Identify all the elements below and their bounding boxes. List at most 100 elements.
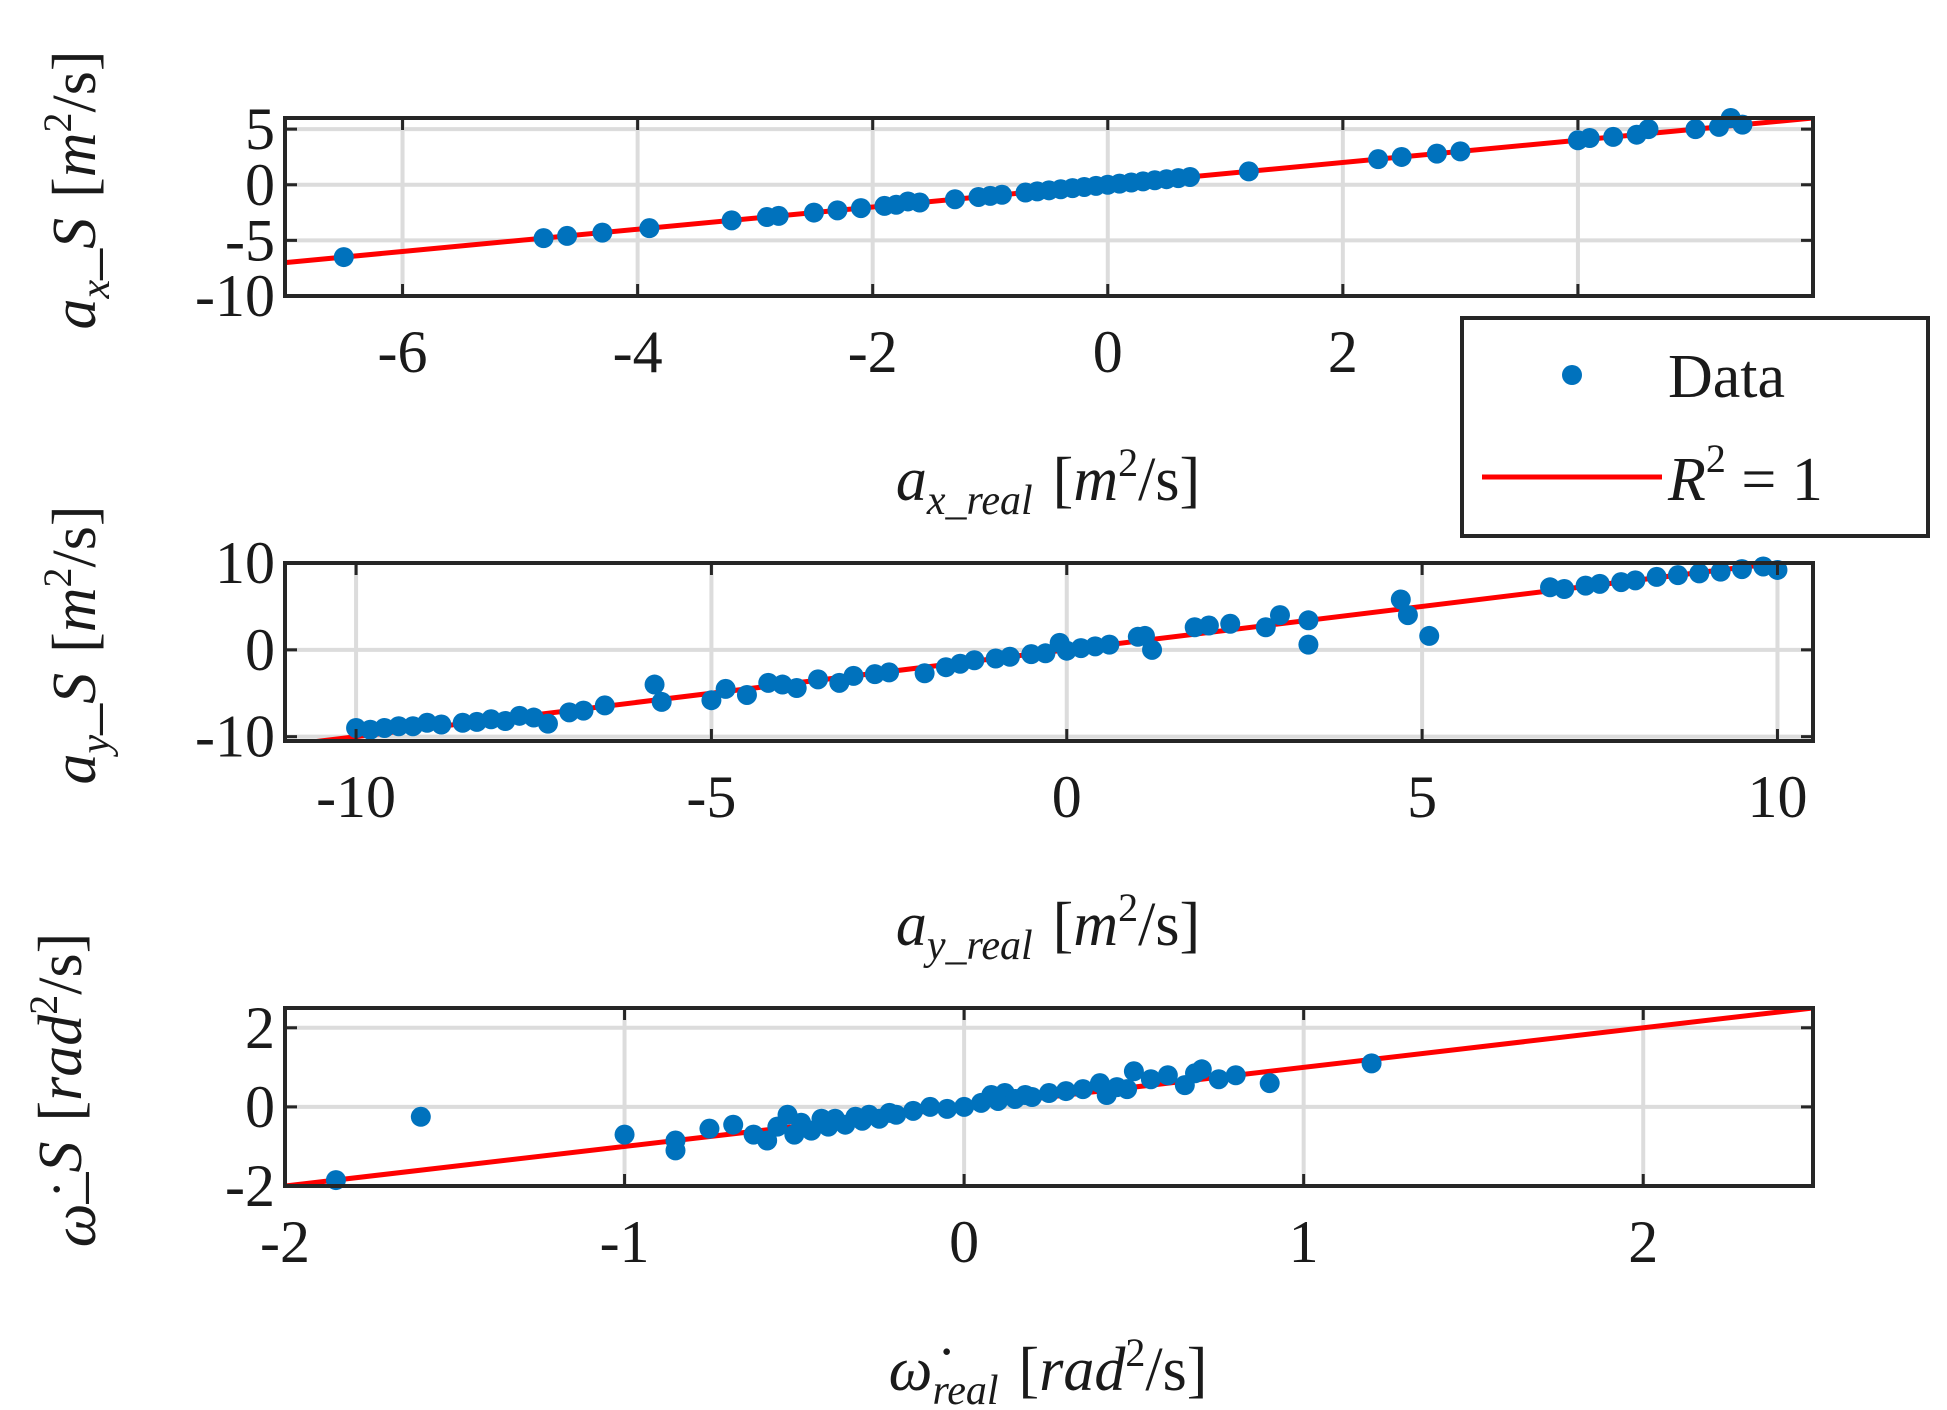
data-point [803,202,824,223]
scatter-ax [333,108,1753,268]
legend: Data R2 = 1 [1460,316,1930,538]
legend-fit-label-exp: 2 [1706,436,1726,481]
y-tick-label: -2 [225,1153,275,1219]
data-point [1157,1065,1178,1086]
data-point [1554,579,1575,600]
data-point [1685,119,1706,140]
legend-data-marker [1562,365,1582,385]
y-tick-label: 0 [245,1074,275,1140]
data-point [651,691,672,712]
xlabel-omega-unit-open: [ [1019,1336,1040,1404]
data-point [1255,617,1276,638]
x-tick-label: 10 [1747,764,1807,830]
axes-frame-omega [283,1006,1815,1188]
data-point [1072,1079,1093,1100]
xlabel-ay-unit-exp: 2 [1118,885,1138,930]
xlabel-ax-unit-open: [ [1053,446,1074,514]
scatter-ay [346,556,1788,740]
data-point [333,247,354,268]
data-point [557,225,578,246]
ylabel-omega-unit-exp: 2 [21,995,66,1015]
data-point [999,646,1020,667]
data-point [886,1104,907,1125]
data-point [1646,566,1667,587]
yticks-omega: -2 0 2 [225,995,275,1219]
xlabel-ax-unit-rest: /s] [1138,446,1200,514]
y-tick-label: -5 [225,207,275,273]
data-point [573,700,594,721]
xticks-omega: -2 -1 0 1 2 [260,1209,1658,1275]
data-point [1298,634,1319,655]
x-tick-label: -1 [600,1209,650,1275]
data-point [1625,570,1646,591]
legend-fit-label-base: R [1667,446,1706,514]
ylabel-ay: ay_S [m2/s] [35,505,119,784]
data-point [827,200,848,221]
x-tick-label: 0 [1052,764,1082,830]
data-point [1191,1059,1212,1080]
data-point [699,1118,720,1139]
ylabel-ax-suffix: _S [41,218,109,281]
x-tick-label: -2 [260,1209,310,1275]
ylabel-ay-suffix: _S [41,673,109,736]
data-point [757,1130,778,1151]
data-point [1035,643,1056,664]
ylabel-ay-unit-exp: 2 [35,567,80,587]
data-point [1603,126,1624,147]
xlabel-ay: ay_real [m2/s] [896,885,1200,969]
data-point [614,1124,635,1145]
data-point [903,1100,924,1121]
data-point [1638,119,1659,140]
data-point [1180,166,1201,187]
yticks-ay: -10 0 10 [195,530,275,770]
ylabel-omega-unit-sym: rad [27,1014,95,1101]
data-point [1298,610,1319,631]
data-point [1391,146,1412,167]
axes-frame-ax [283,116,1815,298]
ylabel-ay-unit-open: [ [41,632,109,653]
data-point [1579,128,1600,149]
data-point [1269,605,1290,626]
x-tick-label: 5 [1407,764,1437,830]
xlabel-ax-unit-exp: 2 [1118,440,1138,485]
data-point [736,684,757,705]
y-tick-label: 0 [245,617,275,683]
xlabel-omega-unit-exp: 2 [1125,1330,1145,1375]
ylabel-ax-unit-rest: /s] [41,50,109,112]
data-point [594,695,615,716]
data-point [1039,1083,1059,1104]
data-point [701,690,722,711]
data-point [1689,563,1710,584]
axes-box [283,1006,1815,1188]
xlabel-ay-sym: a [896,891,927,959]
xlabel-ay-unit-sym: m [1073,891,1118,959]
xlabel-omega-unit-rest: /s] [1145,1336,1207,1404]
xlabel-omega-unit-sym: rad [1039,1336,1126,1404]
xlabel-ax: ax_real [m2/s] [896,440,1200,524]
data-point [665,1140,686,1161]
data-point [723,1114,744,1135]
data-point [850,198,871,219]
data-point [944,189,965,210]
data-point [1426,143,1447,164]
data-point [1419,625,1440,646]
data-point [1208,1069,1229,1090]
panel-ax: -6-4-2024 -10-505 ax_real[m2/s] ax_S[m2/… [35,50,1815,524]
x-tick-label: -4 [613,319,663,385]
data-point [964,650,985,671]
data-point [1117,1079,1138,1100]
ylabel-ax: ax_S [m2/s] [35,50,119,329]
x-tick-label: 0 [949,1209,979,1275]
xlabel-ax-sub: x_real [926,478,1033,524]
x-tick-label: -5 [686,764,736,830]
data-point [1397,605,1418,626]
data-point [1225,1065,1246,1086]
ylabel-ay-sym: a [41,754,109,785]
plot-area [285,118,1813,296]
ylabel-ax-unit-open: [ [41,177,109,198]
data-point [452,712,473,733]
data-point [1238,161,1259,182]
data-point [1667,565,1688,586]
data-point [914,663,935,684]
